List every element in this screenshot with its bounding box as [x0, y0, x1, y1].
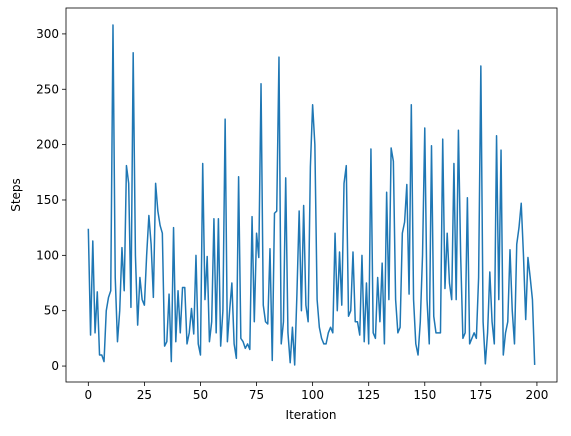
x-tick-label: 0	[84, 388, 92, 402]
y-axis-label: Steps	[9, 178, 23, 212]
y-tick-label: 150	[36, 193, 59, 207]
x-tick-label: 150	[413, 388, 436, 402]
y-tick-label: 250	[36, 82, 59, 96]
x-tick-label: 75	[249, 388, 264, 402]
y-tick-label: 50	[44, 304, 59, 318]
x-tick-label: 125	[357, 388, 380, 402]
x-tick-label: 100	[301, 388, 324, 402]
y-tick-label: 0	[51, 359, 59, 373]
x-tick-label: 50	[193, 388, 208, 402]
x-tick-label: 175	[469, 388, 492, 402]
y-tick-label: 200	[36, 138, 59, 152]
x-axis-label: Iteration	[286, 408, 337, 422]
x-tick-label: 25	[137, 388, 152, 402]
data-line	[87, 24, 536, 366]
y-tick-label: 300	[36, 27, 59, 41]
y-tick-label: 100	[36, 248, 59, 262]
x-tick-label: 200	[525, 388, 548, 402]
plot-frame	[65, 7, 558, 383]
